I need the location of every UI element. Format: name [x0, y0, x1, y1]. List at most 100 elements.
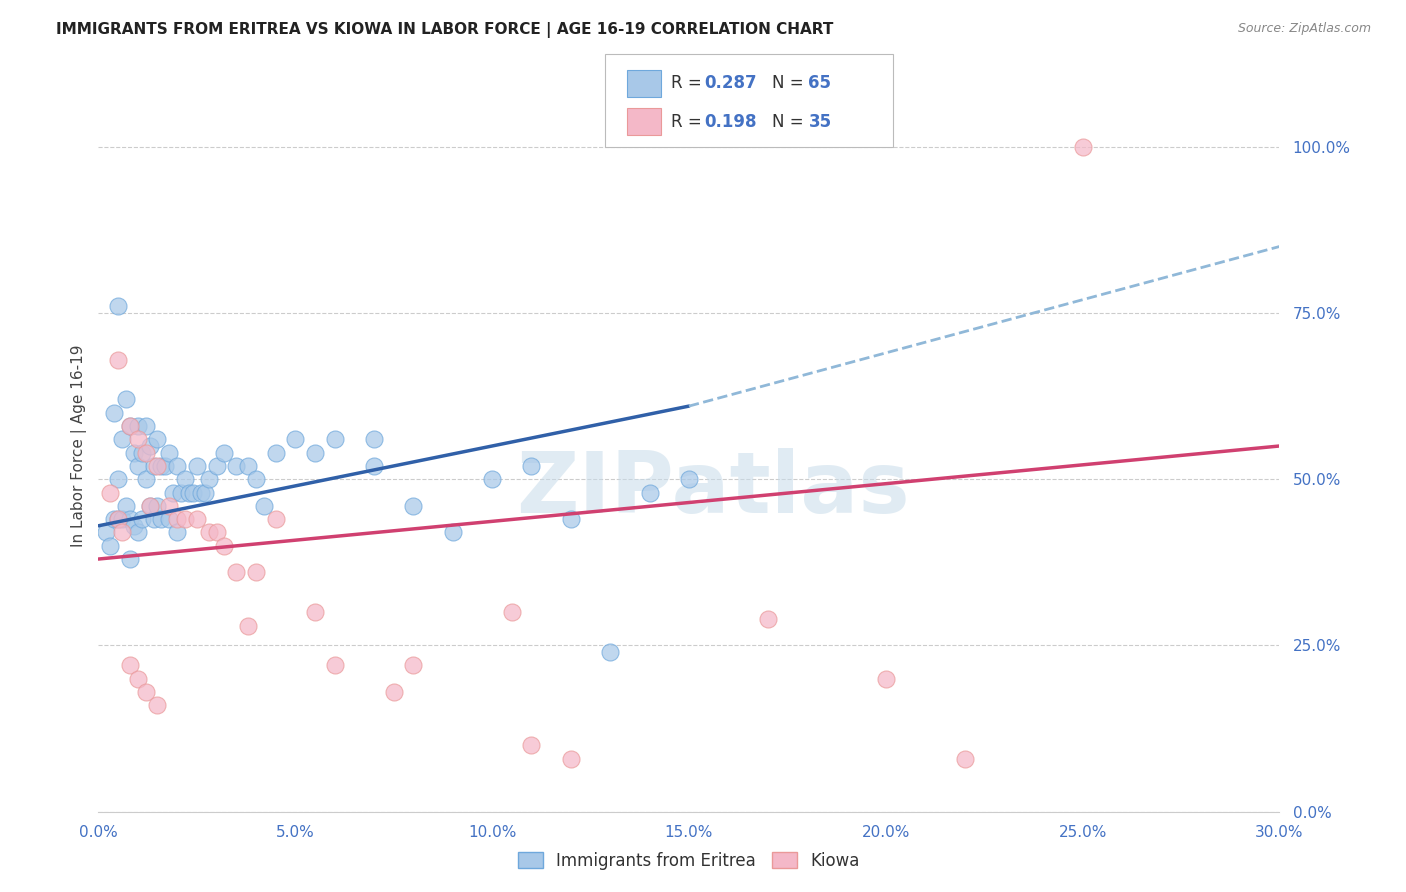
- Point: [363, 433, 385, 447]
- Point: [118, 419, 141, 434]
- Text: 35: 35: [808, 112, 831, 130]
- Point: [197, 472, 219, 486]
- Point: [135, 419, 157, 434]
- Text: 65: 65: [808, 74, 831, 93]
- Point: [107, 472, 129, 486]
- Point: [441, 525, 464, 540]
- Point: [135, 472, 157, 486]
- Point: [122, 518, 145, 533]
- Point: [236, 458, 259, 473]
- Point: [98, 539, 121, 553]
- Point: [382, 685, 405, 699]
- Point: [118, 419, 141, 434]
- Point: [678, 472, 700, 486]
- Text: N =: N =: [772, 74, 808, 93]
- Point: [402, 658, 425, 673]
- Point: [560, 751, 582, 765]
- Point: [264, 512, 287, 526]
- Point: [166, 525, 188, 540]
- Point: [190, 485, 212, 500]
- Point: [107, 352, 129, 367]
- Point: [98, 485, 121, 500]
- Point: [481, 472, 503, 486]
- Point: [107, 512, 129, 526]
- Point: [560, 512, 582, 526]
- Point: [111, 433, 134, 447]
- Point: [107, 512, 129, 526]
- Point: [174, 512, 197, 526]
- Point: [501, 605, 523, 619]
- Point: [599, 645, 621, 659]
- Point: [118, 658, 141, 673]
- Point: [111, 525, 134, 540]
- Point: [402, 499, 425, 513]
- Point: [150, 458, 173, 473]
- Point: [205, 458, 228, 473]
- Point: [186, 512, 208, 526]
- Point: [264, 445, 287, 459]
- Point: [103, 512, 125, 526]
- Point: [520, 738, 543, 752]
- Point: [127, 433, 149, 447]
- Point: [115, 499, 138, 513]
- Text: ZIPatlas: ZIPatlas: [516, 449, 910, 532]
- Point: [214, 445, 236, 459]
- Point: [166, 458, 188, 473]
- Point: [131, 445, 153, 459]
- Point: [103, 406, 125, 420]
- Legend: Immigrants from Eritrea, Kiowa: Immigrants from Eritrea, Kiowa: [510, 846, 868, 877]
- Point: [225, 458, 247, 473]
- Point: [118, 552, 141, 566]
- Point: [157, 445, 180, 459]
- Text: 0.198: 0.198: [704, 112, 756, 130]
- Point: [756, 612, 779, 626]
- Point: [118, 512, 141, 526]
- Point: [127, 419, 149, 434]
- Point: [146, 698, 169, 713]
- Point: [186, 458, 208, 473]
- Point: [127, 672, 149, 686]
- Point: [236, 618, 259, 632]
- Point: [875, 672, 897, 686]
- Point: [146, 458, 169, 473]
- Point: [142, 458, 165, 473]
- Point: [520, 458, 543, 473]
- Point: [135, 445, 157, 459]
- Text: Source: ZipAtlas.com: Source: ZipAtlas.com: [1237, 22, 1371, 36]
- Point: [1071, 140, 1094, 154]
- Point: [170, 485, 193, 500]
- Point: [197, 525, 219, 540]
- Point: [146, 433, 169, 447]
- Point: [323, 433, 346, 447]
- Point: [638, 485, 661, 500]
- Point: [135, 685, 157, 699]
- Point: [205, 525, 228, 540]
- Point: [96, 525, 118, 540]
- Point: [162, 485, 184, 500]
- Point: [157, 512, 180, 526]
- Point: [131, 512, 153, 526]
- Point: [138, 499, 160, 513]
- Point: [363, 458, 385, 473]
- Point: [245, 566, 267, 580]
- Point: [150, 512, 173, 526]
- Point: [111, 512, 134, 526]
- Point: [142, 512, 165, 526]
- Point: [122, 445, 145, 459]
- Point: [214, 539, 236, 553]
- Text: N =: N =: [772, 112, 808, 130]
- Point: [138, 499, 160, 513]
- Point: [304, 605, 326, 619]
- Text: IMMIGRANTS FROM ERITREA VS KIOWA IN LABOR FORCE | AGE 16-19 CORRELATION CHART: IMMIGRANTS FROM ERITREA VS KIOWA IN LABO…: [56, 22, 834, 38]
- Point: [174, 472, 197, 486]
- Point: [323, 658, 346, 673]
- Point: [107, 299, 129, 313]
- Point: [138, 439, 160, 453]
- Point: [146, 499, 169, 513]
- Point: [177, 485, 200, 500]
- Point: [194, 485, 217, 500]
- Point: [245, 472, 267, 486]
- Text: R =: R =: [671, 112, 707, 130]
- Point: [284, 433, 307, 447]
- Point: [253, 499, 276, 513]
